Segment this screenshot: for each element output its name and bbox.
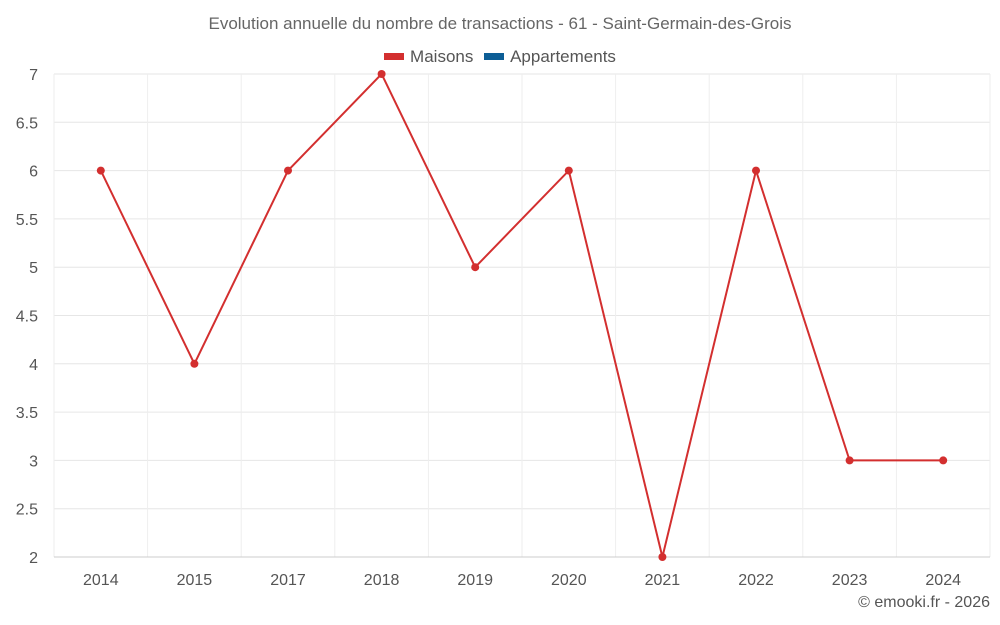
data-point	[564, 166, 573, 175]
x-tick-label: 2018	[364, 572, 400, 589]
data-point	[377, 70, 386, 78]
y-tick-label: 6	[29, 164, 38, 181]
y-tick-label: 6.5	[16, 115, 38, 132]
data-point	[752, 166, 760, 175]
legend: Maisons Appartements	[0, 45, 1000, 67]
data-point	[939, 456, 948, 465]
chart-title: Evolution annuelle du nombre de transact…	[208, 14, 792, 33]
y-tick-label: 3.5	[16, 405, 38, 422]
data-point	[658, 553, 667, 561]
legend-swatch-maisons	[384, 53, 405, 60]
copyright-credit: © emooki.fr - 2026	[858, 594, 990, 611]
x-tick-label: 2022	[738, 572, 774, 589]
x-tick-label: 2014	[83, 572, 119, 589]
legend-item-maisons[interactable]: Maisons	[384, 47, 473, 67]
y-tick-label: 5	[29, 260, 38, 277]
series-line-maisons	[99, 72, 944, 558]
data-point	[96, 166, 105, 175]
legend-swatch-appartements	[484, 53, 505, 60]
y-tick-label: 5.5	[16, 212, 38, 229]
x-tick-label: 2017	[270, 572, 306, 589]
x-tick-label: 2023	[832, 572, 868, 589]
y-tick-label: 4	[29, 357, 38, 374]
x-tick-label: 2021	[645, 572, 681, 589]
x-tick-label: 2015	[177, 572, 213, 589]
data-point	[284, 166, 292, 175]
x-tick-label: 2024	[925, 572, 961, 589]
x-tick-label: 2020	[551, 572, 587, 589]
y-tick-label: 2	[29, 550, 38, 567]
legend-item-appartements[interactable]: Appartements	[484, 47, 616, 67]
legend-label-maisons: Maisons	[410, 46, 474, 66]
y-tick-label: 7	[29, 67, 38, 84]
data-point	[845, 456, 854, 465]
y-tick-label: 2.5	[16, 502, 38, 519]
data-point	[471, 263, 480, 272]
data-point	[190, 359, 199, 368]
y-tick-label: 4.5	[16, 309, 38, 326]
x-tick-label: 2019	[457, 572, 493, 589]
legend-label-appartements: Appartements	[510, 46, 616, 66]
y-tick-label: 3	[29, 453, 38, 470]
